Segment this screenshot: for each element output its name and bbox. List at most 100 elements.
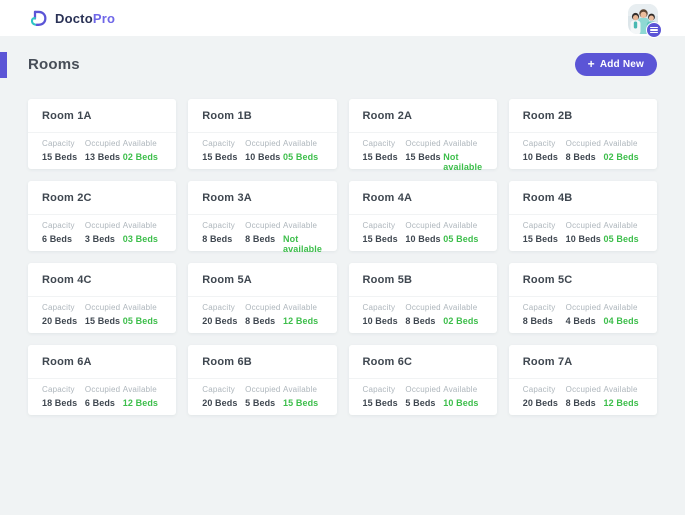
room-stats: Capacity 10 Beds Occupied 8 Beds Availab…	[349, 297, 497, 326]
occupied-value: 10 Beds	[405, 234, 441, 244]
occupied-stat: Occupied 10 Beds	[245, 139, 283, 162]
room-stats: Capacity 18 Beds Occupied 6 Beds Availab…	[28, 379, 176, 408]
occupied-stat: Occupied 8 Beds	[566, 139, 604, 162]
menu-icon[interactable]	[646, 22, 662, 38]
occupied-label: Occupied	[245, 221, 281, 230]
capacity-value: 10 Beds	[362, 316, 398, 326]
capacity-label: Capacity	[42, 303, 75, 312]
brand-logo[interactable]: DoctoPro	[28, 8, 115, 29]
occupied-value: 8 Beds	[565, 398, 596, 408]
room-stats: Capacity 15 Beds Occupied 10 Beds Availa…	[188, 133, 336, 162]
room-card[interactable]: Room 4B Capacity 15 Beds Occupied 10 Bed…	[508, 181, 657, 251]
capacity-stat: Capacity 8 Beds	[202, 221, 245, 254]
room-stats: Capacity 10 Beds Occupied 8 Beds Availab…	[509, 133, 657, 162]
room-card[interactable]: Room 2B Capacity 10 Beds Occupied 8 Beds…	[508, 99, 657, 169]
room-card[interactable]: Room 4C Capacity 20 Beds Occupied 15 Bed…	[28, 263, 177, 333]
room-card[interactable]: Room 3A Capacity 8 Beds Occupied 8 Beds …	[188, 181, 337, 254]
room-card[interactable]: Room 4A Capacity 15 Beds Occupied 10 Bed…	[348, 181, 497, 251]
occupied-stat: Occupied 8 Beds	[405, 303, 443, 326]
occupied-stat: Occupied 5 Beds	[405, 385, 443, 408]
capacity-stat: Capacity 6 Beds	[42, 221, 85, 244]
occupied-value: 10 Beds	[245, 152, 281, 162]
room-stats: Capacity 8 Beds Occupied 8 Beds Availabl…	[188, 215, 336, 254]
occupied-label: Occupied	[565, 303, 602, 312]
occupied-stat: Occupied 8 Beds	[245, 303, 283, 326]
capacity-value: 8 Beds	[202, 234, 233, 244]
room-card[interactable]: Room 6B Capacity 20 Beds Occupied 5 Beds…	[188, 345, 337, 415]
available-label: Available	[443, 221, 478, 230]
room-card[interactable]: Room 5B Capacity 10 Beds Occupied 8 Beds…	[348, 263, 497, 333]
available-value: 10 Beds	[443, 398, 479, 408]
room-card[interactable]: Room 2A Capacity 15 Beds Occupied 15 Bed…	[348, 99, 497, 172]
available-label: Available	[603, 385, 638, 394]
room-name: Room 4C	[28, 263, 177, 297]
available-label: Available	[283, 221, 318, 230]
capacity-stat: Capacity 15 Beds	[363, 221, 406, 244]
occupied-value: 4 Beds	[565, 316, 596, 326]
occupied-label: Occupied	[245, 139, 281, 148]
capacity-value: 20 Beds	[202, 316, 238, 326]
occupied-stat: Occupied 8 Beds	[245, 221, 283, 254]
available-value: 15 Beds	[283, 398, 319, 408]
available-value: 02 Beds	[443, 316, 479, 326]
occupied-stat: Occupied 3 Beds	[85, 221, 123, 244]
available-value: 04 Beds	[603, 316, 639, 326]
available-value: 12 Beds	[283, 316, 319, 326]
room-name: Room 5C	[508, 263, 657, 297]
capacity-value: 15 Beds	[202, 152, 238, 162]
brand-logo-icon	[28, 8, 49, 29]
room-name: Room 1A	[28, 99, 177, 133]
available-stat: Available 05 Beds	[443, 221, 488, 244]
capacity-label: Capacity	[362, 303, 396, 312]
available-stat: Available Not available	[283, 221, 328, 254]
room-name: Room 5A	[188, 263, 337, 297]
available-stat: Available 04 Beds	[604, 303, 649, 326]
room-stats: Capacity 20 Beds Occupied 8 Beds Availab…	[188, 297, 336, 326]
occupied-label: Occupied	[84, 139, 121, 148]
available-label: Available	[122, 385, 157, 394]
user-avatar[interactable]	[628, 4, 662, 38]
capacity-label: Capacity	[362, 139, 396, 148]
capacity-value: 18 Beds	[42, 398, 78, 408]
room-name: Room 2A	[348, 99, 497, 133]
capacity-stat: Capacity 20 Beds	[42, 303, 85, 326]
room-stats: Capacity 15 Beds Occupied 10 Beds Availa…	[509, 215, 657, 244]
capacity-stat: Capacity 15 Beds	[202, 139, 245, 162]
occupied-label: Occupied	[245, 385, 281, 394]
occupied-stat: Occupied 5 Beds	[245, 385, 283, 408]
available-stat: Available 05 Beds	[283, 139, 328, 162]
room-stats: Capacity 20 Beds Occupied 5 Beds Availab…	[188, 379, 336, 408]
available-value: 05 Beds	[603, 234, 639, 244]
room-card[interactable]: Room 5A Capacity 20 Beds Occupied 8 Beds…	[188, 263, 337, 333]
room-card[interactable]: Room 1B Capacity 15 Beds Occupied 10 Bed…	[188, 99, 337, 169]
capacity-label: Capacity	[42, 139, 75, 148]
room-card[interactable]: Room 6A Capacity 18 Beds Occupied 6 Beds…	[28, 345, 177, 415]
add-new-button[interactable]: + Add New	[574, 52, 657, 76]
room-card[interactable]: Room 6C Capacity 15 Beds Occupied 5 Beds…	[348, 345, 497, 415]
room-card[interactable]: Room 2C Capacity 6 Beds Occupied 3 Beds …	[28, 181, 177, 251]
capacity-stat: Capacity 8 Beds	[523, 303, 566, 326]
room-name: Room 2C	[28, 181, 177, 215]
available-value: 03 Beds	[122, 234, 159, 244]
occupied-value: 5 Beds	[245, 398, 276, 408]
room-stats: Capacity 8 Beds Occupied 4 Beds Availabl…	[509, 297, 657, 326]
occupied-label: Occupied	[84, 303, 121, 312]
room-card[interactable]: Room 7A Capacity 20 Beds Occupied 8 Beds…	[508, 345, 657, 415]
occupied-label: Occupied	[405, 139, 441, 148]
room-card[interactable]: Room 1A Capacity 15 Beds Occupied 13 Bed…	[28, 99, 177, 169]
available-stat: Available 02 Beds	[123, 139, 168, 162]
available-stat: Available 12 Beds	[604, 385, 649, 408]
room-name: Room 2B	[508, 99, 657, 133]
room-card[interactable]: Room 5C Capacity 8 Beds Occupied 4 Beds …	[508, 263, 657, 333]
available-label: Available	[603, 221, 638, 230]
available-label: Available	[443, 385, 478, 394]
page-title: Rooms	[28, 55, 80, 73]
available-label: Available	[443, 139, 478, 148]
rooms-grid: Room 1A Capacity 15 Beds Occupied 13 Bed…	[0, 92, 685, 415]
available-stat: Available Not available	[443, 139, 488, 172]
capacity-label: Capacity	[202, 303, 235, 312]
capacity-label: Capacity	[202, 385, 235, 394]
capacity-label: Capacity	[202, 221, 235, 230]
room-stats: Capacity 15 Beds Occupied 15 Beds Availa…	[349, 133, 497, 172]
occupied-label: Occupied	[565, 221, 602, 230]
